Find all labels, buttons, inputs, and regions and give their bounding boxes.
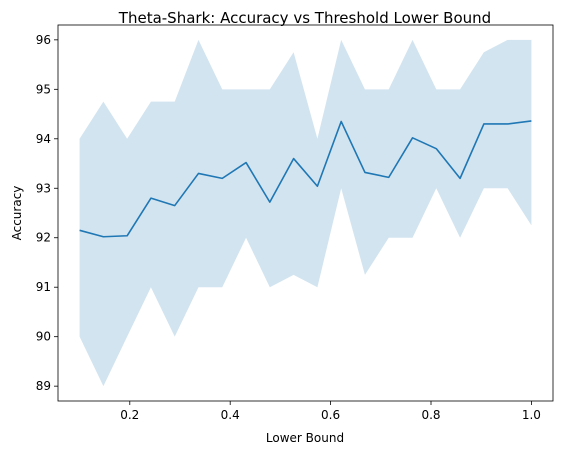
- data-point: [340, 120, 343, 123]
- y-tick-label: 90: [36, 330, 51, 344]
- x-tick-label: 0.8: [421, 408, 440, 422]
- chart-title: Theta-Shark: Accuracy vs Threshold Lower…: [118, 9, 491, 27]
- data-point: [435, 147, 438, 150]
- y-tick-label: 93: [36, 181, 51, 195]
- data-point: [482, 122, 485, 125]
- data-point: [197, 172, 200, 175]
- x-tick-label: 0.2: [120, 408, 139, 422]
- data-point: [78, 229, 81, 232]
- data-point: [173, 204, 176, 207]
- y-tick-label: 96: [36, 33, 51, 47]
- y-tick-label: 94: [36, 132, 51, 146]
- y-tick-label: 89: [36, 379, 51, 393]
- data-point: [149, 197, 152, 200]
- y-tick-label: 92: [36, 231, 51, 245]
- x-tick-label: 0.4: [221, 408, 240, 422]
- data-point: [530, 119, 533, 122]
- mean-line: [79, 120, 532, 238]
- data-point: [387, 176, 390, 179]
- data-point: [245, 161, 248, 164]
- data-point: [363, 171, 366, 174]
- data-point: [506, 122, 509, 125]
- data-point: [292, 157, 295, 160]
- data-point: [102, 235, 105, 238]
- y-tick-label: 91: [36, 280, 51, 294]
- y-tick-label: 95: [36, 82, 51, 96]
- data-point: [411, 136, 414, 139]
- y-axis-ticks: 89 90 91 92 93 94 95 96: [36, 33, 58, 393]
- x-axis-label: Lower Bound: [266, 431, 344, 445]
- axes-frame: [57, 24, 554, 402]
- data-point: [221, 177, 224, 180]
- x-axis-ticks: 0.2 0.4 0.6 0.8 1.0: [120, 401, 541, 422]
- y-axis-label: Accuracy: [10, 186, 24, 241]
- data-point: [268, 201, 271, 204]
- data-point: [459, 177, 462, 180]
- x-tick-label: 0.6: [321, 408, 340, 422]
- data-point: [316, 185, 319, 188]
- data-point: [126, 234, 129, 237]
- range-band: [79, 39, 532, 387]
- x-tick-label: 1.0: [522, 408, 541, 422]
- plot-area: [78, 39, 533, 387]
